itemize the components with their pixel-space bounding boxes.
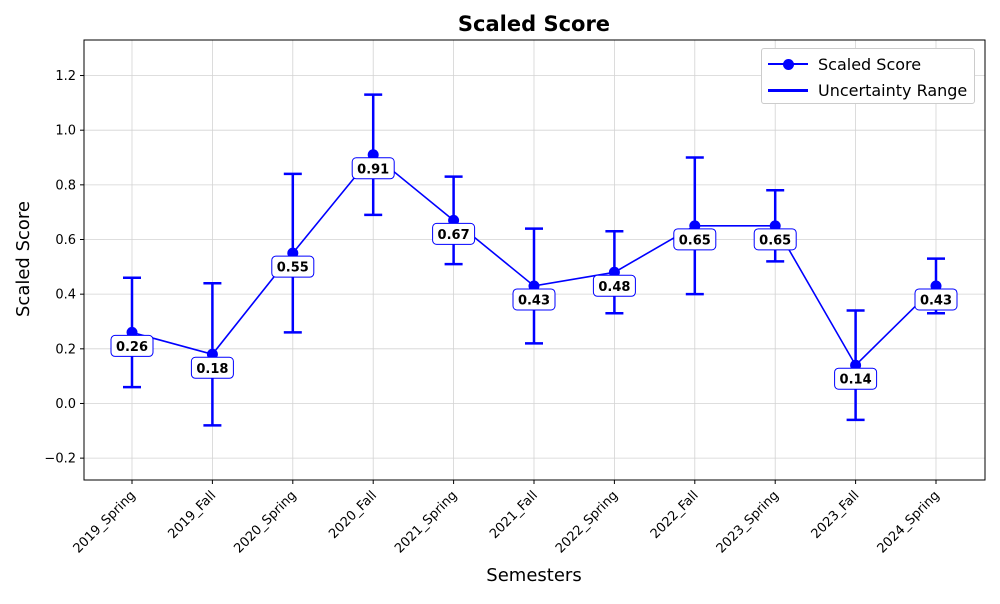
y-tick-label: 0.2 [55, 342, 76, 357]
data-label-box [190, 356, 234, 379]
data-label-box [753, 228, 797, 251]
x-tick-label: 2020_Fall [326, 488, 380, 542]
data-label: 0.43 [920, 293, 952, 308]
legend-line-icon [768, 80, 808, 100]
plot-frame [83, 39, 986, 481]
data-label-box [110, 334, 154, 357]
x-tick-label: 2023_Fall [809, 488, 863, 542]
y-tick-label: 0.6 [55, 233, 76, 248]
data-label-box [834, 367, 878, 390]
data-label-box [592, 274, 636, 297]
x-tick-label: 2019_Fall [165, 488, 219, 542]
y-axis-label: Scaled Score [13, 201, 34, 317]
x-tick-label: 2020_Spring [231, 488, 299, 556]
data-label: 0.18 [196, 362, 228, 377]
x-axis-label: Semesters [486, 565, 581, 586]
y-tick-label: 1.2 [55, 69, 76, 84]
x-tick-label: 2022_Spring [553, 488, 621, 556]
legend-item-scaled-score: Scaled Score [768, 51, 921, 77]
data-label-box [914, 288, 958, 311]
data-label: 0.14 [840, 373, 872, 388]
data-label: 0.65 [759, 233, 791, 248]
legend-label-scaled-score: Scaled Score [818, 54, 922, 74]
x-tick-label: 2021_Spring [392, 488, 460, 556]
legend: Scaled Score Uncertainty Range [761, 48, 975, 104]
x-tick-label: 2023_Spring [714, 488, 782, 556]
y-tick-label: −0.2 [44, 452, 76, 467]
legend-line-marker-icon [768, 54, 808, 74]
y-tick-label: 0.0 [55, 397, 76, 412]
data-label: 0.55 [277, 261, 309, 276]
x-tick-label: 2021_Fall [487, 488, 541, 542]
x-tick-label: 2024_Spring [875, 488, 943, 556]
x-tick-label: 2019_Spring [71, 488, 139, 556]
data-layer: 0.26 0.18 0.55 0.91 0.67 0.43 0.48 0.65 0.65 0.14… [110, 93, 958, 427]
data-label: 0.48 [598, 280, 630, 295]
data-label-box [673, 228, 717, 251]
data-label: 0.43 [518, 293, 550, 308]
chart-title: Scaled Score [458, 12, 610, 36]
ticks-layer: −0.2 0.0 0.2 0.4 0.6 0.8 1.0 1.2 2019_Spring 2019… [44, 69, 942, 556]
data-label: 0.91 [357, 162, 389, 177]
data-label-box [351, 157, 395, 180]
data-label-box [432, 222, 476, 245]
x-tick-label: 2022_Fall [648, 488, 702, 542]
data-label: 0.26 [116, 340, 148, 355]
y-tick-label: 0.8 [55, 178, 76, 193]
legend-label-uncertainty-range: Uncertainty Range [818, 80, 968, 100]
y-tick-label: 1.0 [55, 124, 76, 139]
data-label: 0.67 [438, 228, 470, 243]
data-label-box [271, 255, 315, 278]
data-label: 0.65 [679, 233, 711, 248]
y-tick-label: 0.4 [55, 288, 76, 303]
data-label-box [512, 288, 556, 311]
legend-item-uncertainty-range: Uncertainty Range [768, 77, 967, 103]
